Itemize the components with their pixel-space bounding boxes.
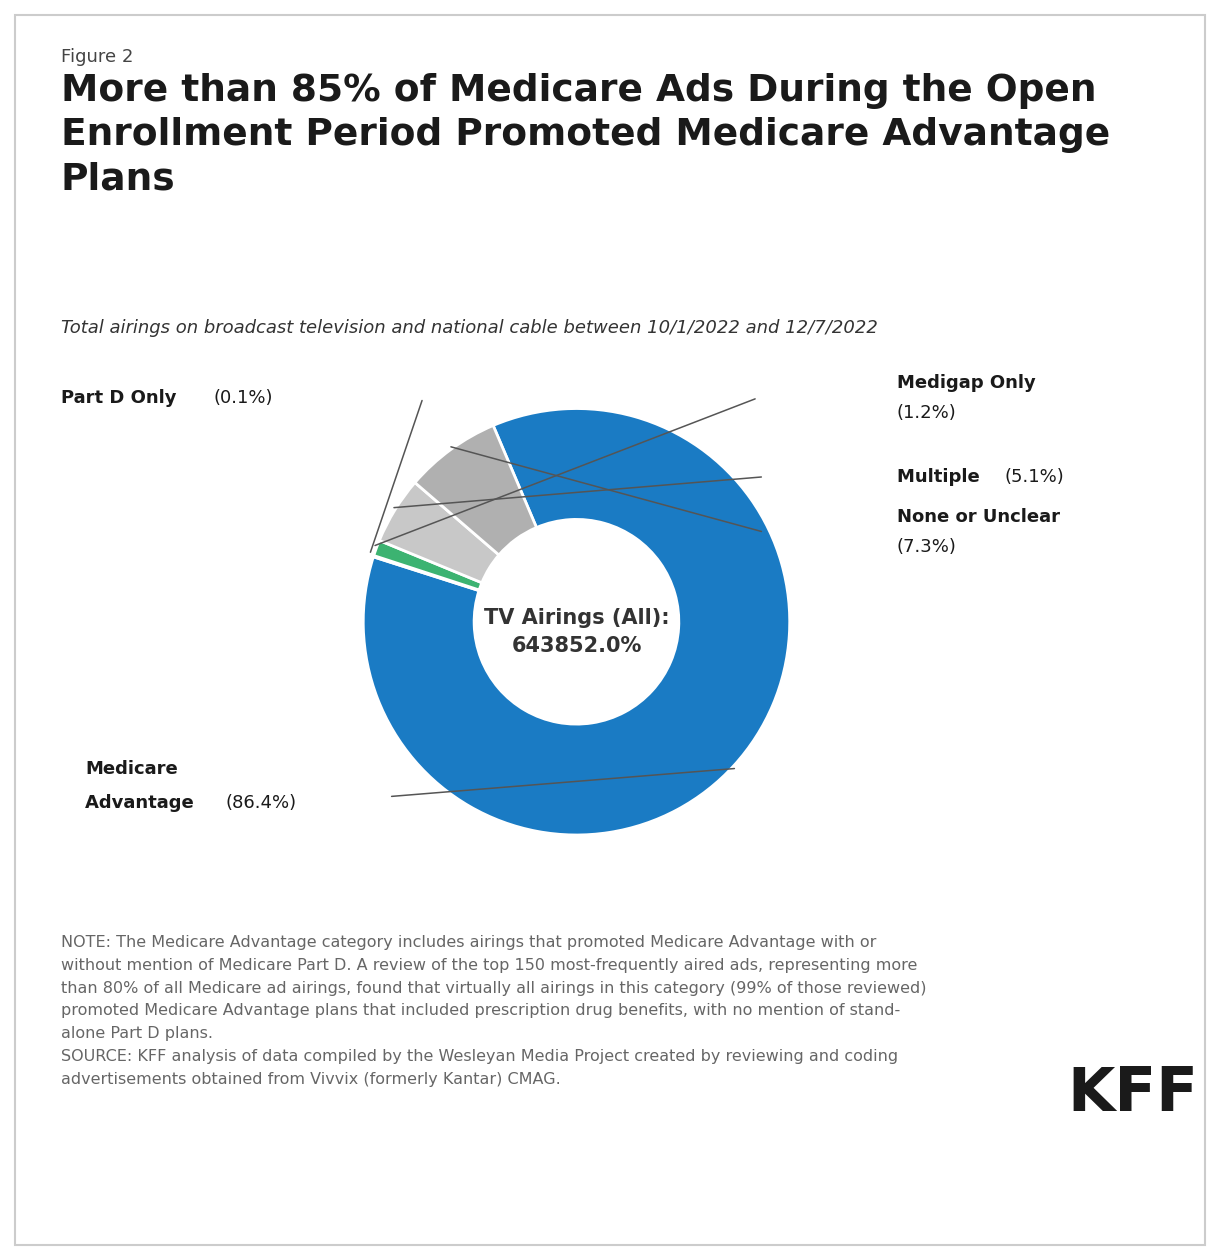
Text: More than 85% of Medicare Ads During the Open
Enrollment Period Promoted Medicar: More than 85% of Medicare Ads During the…: [61, 73, 1110, 198]
Text: Figure 2: Figure 2: [61, 48, 133, 66]
Text: (86.4%): (86.4%): [226, 794, 296, 811]
Wedge shape: [415, 426, 537, 554]
Text: Part D Only: Part D Only: [61, 389, 183, 407]
Text: (0.1%): (0.1%): [214, 389, 273, 407]
Text: Total airings on broadcast television and national cable between 10/1/2022 and 1: Total airings on broadcast television an…: [61, 319, 878, 336]
Text: Multiple: Multiple: [897, 467, 986, 486]
Text: Medicare: Medicare: [85, 760, 178, 777]
Text: Advantage: Advantage: [85, 794, 200, 811]
Text: (1.2%): (1.2%): [897, 404, 956, 422]
Text: TV Airings (All):
643852.0%: TV Airings (All): 643852.0%: [483, 609, 670, 656]
Wedge shape: [364, 408, 789, 835]
Wedge shape: [373, 556, 479, 591]
Text: NOTE: The Medicare Advantage category includes airings that promoted Medicare Ad: NOTE: The Medicare Advantage category in…: [61, 935, 926, 1086]
Text: None or Unclear: None or Unclear: [897, 508, 1060, 527]
Wedge shape: [373, 541, 482, 590]
Text: (7.3%): (7.3%): [897, 538, 956, 557]
Wedge shape: [379, 483, 499, 583]
Text: Medigap Only: Medigap Only: [897, 374, 1036, 392]
Text: KFF: KFF: [1068, 1065, 1198, 1124]
Text: (5.1%): (5.1%): [1004, 467, 1064, 486]
